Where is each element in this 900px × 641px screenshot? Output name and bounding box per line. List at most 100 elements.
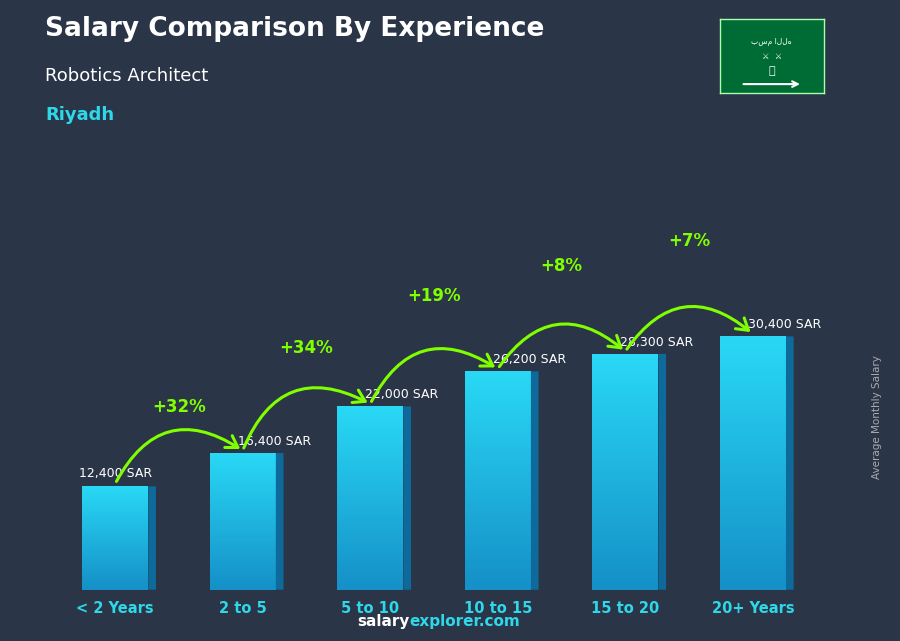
Bar xyxy=(210,550,275,551)
Bar xyxy=(720,564,786,567)
Bar xyxy=(464,406,531,408)
Bar xyxy=(720,385,786,387)
Bar xyxy=(464,382,531,385)
Bar xyxy=(338,509,403,511)
Bar xyxy=(464,415,531,417)
Bar xyxy=(338,579,403,581)
Bar xyxy=(338,413,403,415)
Bar xyxy=(82,572,148,573)
Bar xyxy=(338,449,403,451)
Bar xyxy=(210,562,275,563)
Bar xyxy=(592,408,659,410)
Bar xyxy=(338,453,403,454)
Bar xyxy=(82,544,148,545)
Bar xyxy=(464,588,531,590)
Bar xyxy=(720,534,786,537)
Bar xyxy=(720,460,786,463)
Bar xyxy=(592,519,659,521)
Bar xyxy=(210,493,275,494)
Bar xyxy=(210,553,275,554)
Bar xyxy=(464,444,531,445)
Bar xyxy=(210,503,275,504)
Bar xyxy=(210,523,275,524)
Bar xyxy=(338,469,403,470)
Bar xyxy=(338,502,403,504)
Bar xyxy=(720,433,786,435)
Bar xyxy=(210,537,275,538)
Bar xyxy=(592,465,659,467)
Text: بسم الله: بسم الله xyxy=(752,37,792,46)
Bar xyxy=(210,583,275,584)
Bar xyxy=(338,436,403,438)
Bar xyxy=(720,451,786,453)
Bar xyxy=(210,554,275,556)
Bar xyxy=(210,546,275,547)
Bar xyxy=(720,486,786,488)
Bar xyxy=(338,463,403,465)
Bar xyxy=(720,542,786,544)
Bar xyxy=(592,517,659,519)
Bar xyxy=(338,537,403,538)
Bar xyxy=(82,501,148,502)
Bar xyxy=(82,490,148,492)
Bar xyxy=(720,468,786,470)
Bar xyxy=(338,454,403,456)
Bar xyxy=(82,505,148,506)
Bar xyxy=(720,531,786,534)
Bar xyxy=(210,458,275,460)
Bar xyxy=(464,472,531,474)
Bar xyxy=(720,458,786,460)
Bar xyxy=(82,560,148,561)
Bar xyxy=(338,528,403,529)
Bar xyxy=(82,586,148,587)
Bar xyxy=(720,374,786,377)
Bar xyxy=(82,585,148,586)
Bar xyxy=(210,499,275,501)
Bar xyxy=(338,570,403,571)
Bar xyxy=(338,430,403,432)
Bar xyxy=(464,526,531,529)
Text: 22,000 SAR: 22,000 SAR xyxy=(365,388,438,401)
Bar xyxy=(592,415,659,417)
Bar xyxy=(592,538,659,540)
Bar xyxy=(338,584,403,586)
Bar xyxy=(464,474,531,476)
Bar xyxy=(210,463,275,464)
Bar xyxy=(82,512,148,513)
Bar xyxy=(592,483,659,486)
Bar xyxy=(720,473,786,476)
Bar xyxy=(464,500,531,503)
Bar xyxy=(338,465,403,467)
Bar xyxy=(338,426,403,428)
Bar xyxy=(720,342,786,344)
Bar xyxy=(338,507,403,509)
Bar xyxy=(210,578,275,579)
Bar xyxy=(82,530,148,531)
Bar xyxy=(82,573,148,574)
Bar xyxy=(210,549,275,550)
Bar xyxy=(338,474,403,476)
Bar xyxy=(592,571,659,573)
Bar xyxy=(720,513,786,516)
Bar xyxy=(210,586,275,587)
Bar xyxy=(720,382,786,385)
Bar xyxy=(464,465,531,467)
Bar xyxy=(210,532,275,534)
Bar xyxy=(464,524,531,526)
Bar xyxy=(210,490,275,491)
Bar xyxy=(210,469,275,471)
Bar xyxy=(82,565,148,566)
Bar xyxy=(464,568,531,570)
Bar xyxy=(338,432,403,434)
Bar xyxy=(338,522,403,524)
Bar xyxy=(82,539,148,540)
Bar xyxy=(720,359,786,362)
Bar xyxy=(592,392,659,394)
Bar xyxy=(82,559,148,560)
Bar xyxy=(464,544,531,546)
Bar xyxy=(210,524,275,526)
Bar xyxy=(464,555,531,557)
Bar xyxy=(82,503,148,504)
Bar xyxy=(464,424,531,426)
Bar xyxy=(338,577,403,579)
